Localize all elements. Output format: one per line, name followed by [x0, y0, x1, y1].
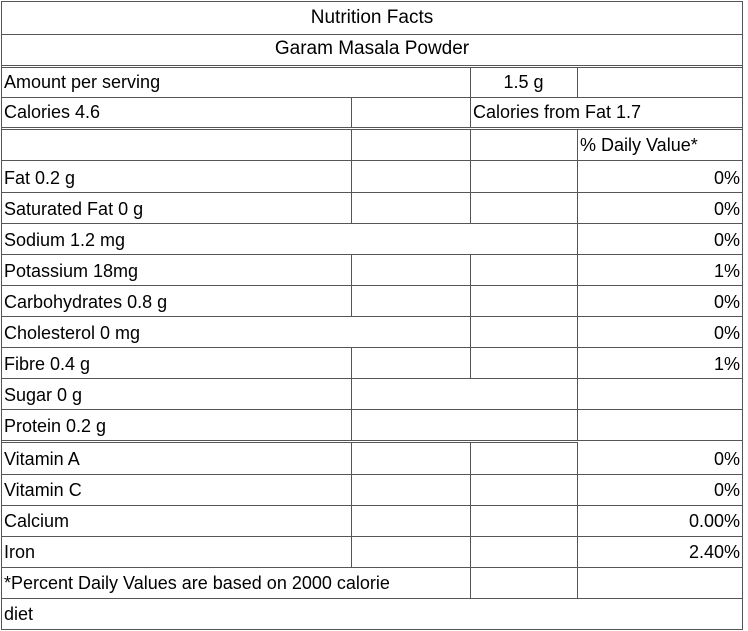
nutrient-dv: 0%	[713, 480, 740, 500]
calories-from-fat: Calories from Fat 1.7	[473, 102, 642, 122]
nutrient-name: Vitamin A	[4, 449, 80, 469]
nutrient-dv: 1%	[713, 261, 740, 281]
footnote-line-2: diet	[4, 604, 34, 624]
daily-value-header: % Daily Value*	[580, 135, 698, 155]
nutrient-dv: 0%	[713, 168, 740, 188]
nutrient-name: Sodium 1.2 mg	[4, 230, 126, 250]
nutrient-name: Calcium	[4, 511, 70, 531]
nutrient-dv: 1%	[713, 354, 740, 374]
nutrient-name: Fibre 0.4 g	[4, 354, 91, 374]
nutrient-name: Protein 0.2 g	[4, 416, 107, 436]
serving-label: Amount per serving	[4, 72, 161, 92]
nutrient-dv: 0.00%	[688, 511, 740, 531]
nutrient-dv: 2.40%	[688, 542, 740, 562]
nutrient-name: Potassium 18mg	[4, 261, 139, 281]
nutrient-name: Cholesterol 0 mg	[4, 323, 141, 343]
nutrient-name: Iron	[4, 542, 36, 562]
nutrient-dv: 0%	[713, 292, 740, 312]
nutrient-dv: 0%	[713, 199, 740, 219]
footnote-line-1: *Percent Daily Values are based on 2000 …	[4, 573, 390, 593]
nutrient-name: Saturated Fat 0 g	[4, 199, 144, 219]
serving-value: 1.5 g	[503, 72, 544, 92]
nutrient-name: Sugar 0 g	[4, 385, 83, 405]
calories: Calories 4.6	[4, 102, 101, 122]
nutrient-dv: 0%	[713, 449, 740, 469]
nutrient-name: Vitamin C	[4, 480, 82, 500]
table-title: Nutrition Facts	[310, 7, 434, 28]
nutrient-dv: 0%	[713, 230, 740, 250]
product-name: Garam Masala Powder	[274, 38, 470, 59]
nutrient-name: Carbohydrates 0.8 g	[4, 292, 168, 312]
nutrient-dv: 0%	[713, 323, 740, 343]
nutrient-name: Fat 0.2 g	[4, 168, 76, 188]
